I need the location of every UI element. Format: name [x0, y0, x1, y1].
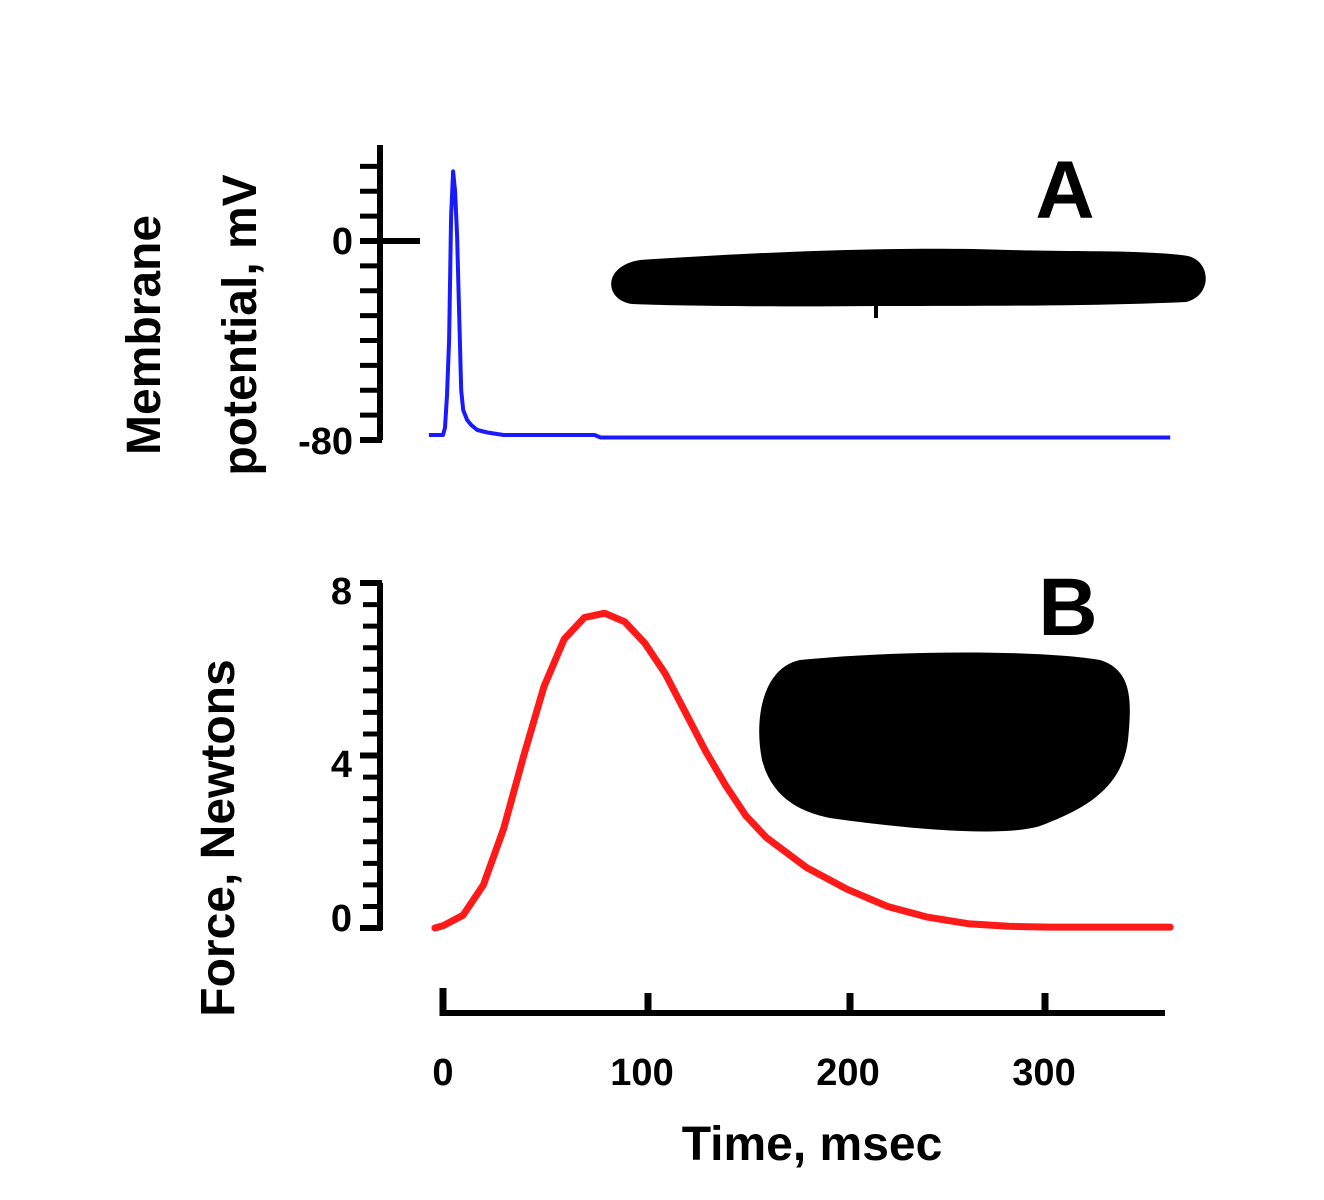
panel-a-minor-ticks [360, 163, 382, 418]
panel-a-ylabel-line2: potential, mV [214, 174, 267, 475]
panel-b: Force, Newtons 8 4 0 B 0 100 200 300 Tim… [192, 562, 1174, 1171]
xtick-label-300: 300 [1012, 1052, 1075, 1094]
panel-b-minor-ticks [360, 580, 382, 931]
panel-a-ytick-label-0: 0 [332, 221, 353, 263]
panel-b-letter: B [1038, 562, 1097, 653]
panel-b-ytick-label-0: 0 [331, 898, 352, 940]
panel-b-ylabel: Force, Newtons [192, 659, 245, 1016]
panel-b-ytick-label-8: 8 [331, 571, 352, 613]
panel-a-membrane-potential-line [428, 169, 1171, 440]
panel-a-letter: A [1035, 145, 1094, 236]
xtick-label-0: 0 [432, 1052, 453, 1094]
x-axis-title: Time, msec [682, 1118, 943, 1171]
panel-b-ytick-label-4: 4 [331, 744, 352, 786]
panel-a-ytick-label-neg80: -80 [298, 421, 353, 463]
xtick-label-100: 100 [610, 1052, 673, 1094]
panel-b-force-line [431, 609, 1174, 932]
panel-b-redaction-mark [759, 652, 1130, 832]
panel-a: Membrane potential, mV 0 -80 A [118, 145, 1206, 476]
panel-a-redaction-mark [611, 248, 1206, 307]
panel-a-ylabel-line1: Membrane [118, 215, 171, 455]
xtick-label-200: 200 [816, 1052, 879, 1094]
